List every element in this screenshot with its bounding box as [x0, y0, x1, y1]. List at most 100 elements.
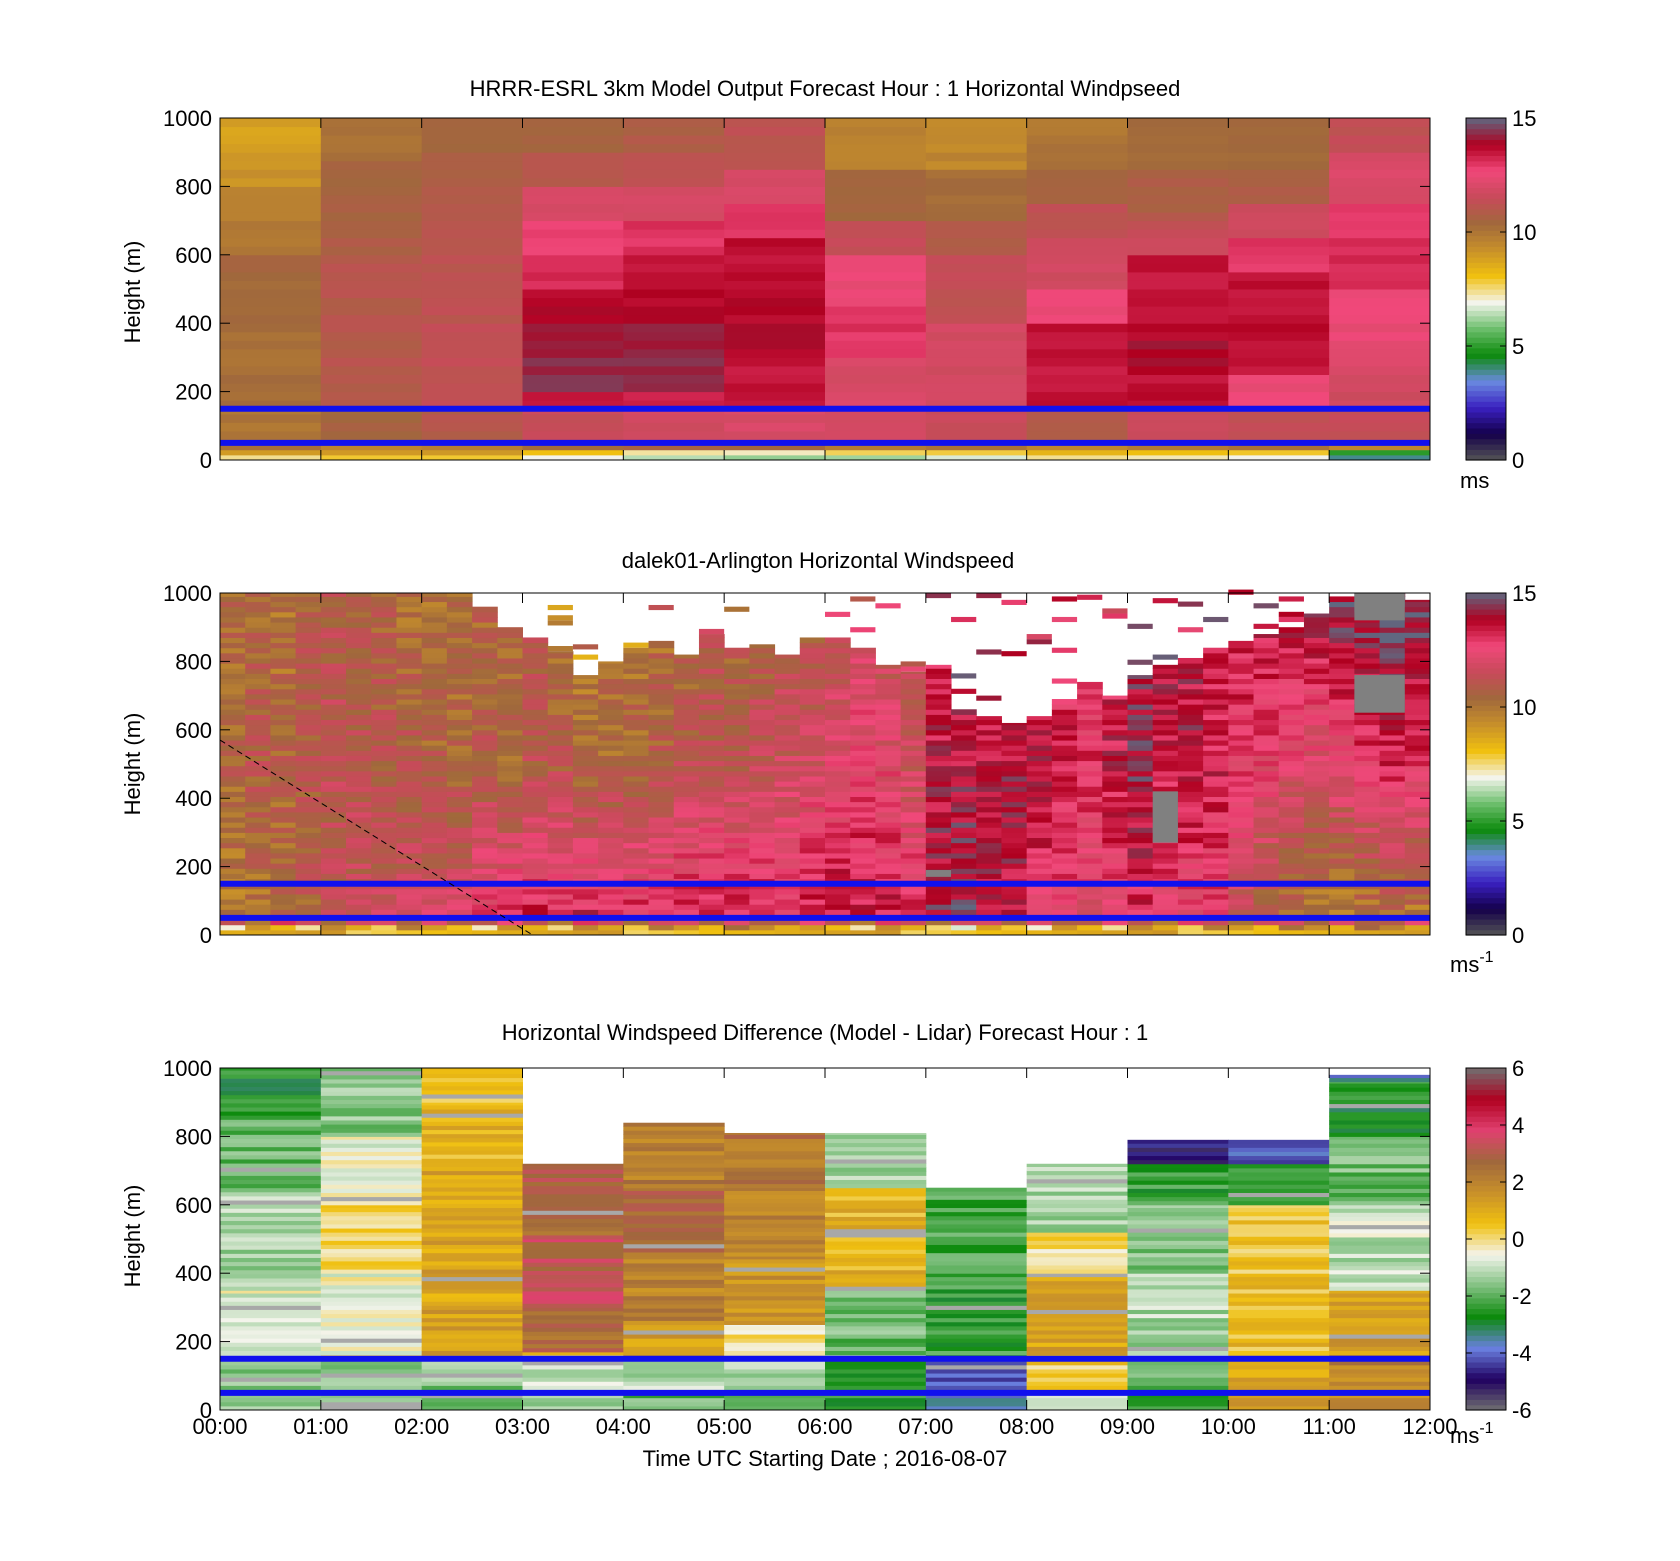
heatmap-cell	[1379, 847, 1406, 854]
heatmap-cell	[1379, 822, 1406, 828]
heatmap-cell	[245, 786, 271, 792]
heatmap-cell	[421, 1401, 523, 1407]
heatmap-cell	[825, 1277, 927, 1283]
x-tick-label: 04:00	[596, 1414, 651, 1439]
heatmap-cell	[245, 740, 271, 746]
heatmap-cell	[1329, 374, 1431, 384]
heatmap-cell	[472, 904, 498, 910]
heatmap-cell	[220, 837, 246, 844]
heatmap-cell	[825, 611, 851, 617]
heatmap-cell	[648, 678, 675, 685]
heatmap-cell	[648, 847, 675, 854]
heatmap-cell	[295, 811, 322, 818]
heatmap-cell	[522, 297, 624, 307]
heatmap-cell	[698, 822, 725, 828]
heatmap-cell	[1228, 673, 1255, 679]
heatmap-cell	[850, 734, 876, 741]
heatmap-cell	[976, 873, 1002, 880]
colorbar-swatch	[1466, 731, 1506, 738]
heatmap-cell	[825, 806, 851, 813]
heatmap-cell	[1278, 919, 1305, 926]
heatmap-cell	[371, 683, 397, 690]
heatmap-cell	[220, 1086, 322, 1092]
heatmap-cell	[522, 929, 549, 936]
heatmap-cell	[825, 357, 927, 367]
heatmap-cell	[1177, 734, 1204, 741]
colorbar-swatch	[1466, 619, 1506, 626]
heatmap-cell	[900, 909, 927, 915]
heatmap-cell	[1026, 177, 1128, 187]
heatmap-cell	[346, 760, 372, 767]
heatmap-cell	[673, 904, 700, 910]
heatmap-cell	[825, 254, 927, 264]
heatmap-cell	[1329, 806, 1355, 813]
heatmap-cell	[220, 1171, 322, 1176]
heatmap-cell	[1303, 909, 1330, 915]
heatmap-cell	[925, 1215, 1028, 1221]
heatmap-cell	[220, 601, 246, 608]
heatmap-cell	[673, 760, 700, 767]
heatmap-cell	[371, 832, 397, 839]
heatmap-cell	[245, 899, 271, 905]
colorbar-swatch	[1466, 267, 1506, 274]
heatmap-cell	[421, 1405, 523, 1411]
colorbar-frame	[1465, 117, 1507, 461]
heatmap-cell	[925, 413, 1028, 423]
heatmap-cell	[346, 806, 372, 813]
heatmap-cell	[1228, 391, 1330, 401]
heatmap-cell	[900, 683, 927, 690]
heatmap-cell	[421, 593, 448, 597]
heatmap-cell	[749, 673, 776, 679]
heatmap-cell	[1127, 765, 1154, 772]
heatmap-cell	[1329, 1350, 1431, 1356]
heatmap-cell	[522, 186, 624, 196]
heatmap-cell	[900, 786, 927, 792]
heatmap-cell	[825, 693, 851, 700]
heatmap-cell	[1354, 668, 1381, 674]
heatmap-cell	[295, 822, 322, 828]
colorbar-swatch	[1466, 182, 1506, 189]
heatmap-cell	[446, 775, 473, 782]
heatmap-cell	[925, 704, 952, 710]
heatmap-cell	[1329, 280, 1431, 290]
heatmap-cell	[698, 760, 725, 767]
heatmap-cell	[698, 673, 725, 679]
heatmap-cell	[1329, 1297, 1431, 1302]
colorbar-swatch	[1466, 1222, 1506, 1229]
heatmap-cell	[522, 1177, 624, 1183]
heatmap-cell	[925, 1195, 1028, 1200]
heatmap-cell	[1127, 1309, 1229, 1315]
heatmap-cell	[623, 271, 725, 281]
heatmap-cell	[850, 775, 876, 782]
heatmap-cell	[572, 827, 599, 833]
heatmap-cell	[220, 750, 246, 756]
heatmap-cell	[547, 704, 574, 710]
heatmap-cell	[1278, 760, 1305, 767]
colorbar-swatch	[1466, 603, 1506, 610]
heatmap-cell	[396, 858, 423, 864]
heatmap-cell	[1152, 873, 1179, 880]
heatmap-cell	[1228, 1360, 1330, 1366]
heatmap-cell	[825, 1373, 927, 1378]
heatmap-cell	[220, 246, 322, 256]
heatmap-cell	[270, 873, 297, 880]
heatmap-cell	[1127, 1228, 1229, 1233]
heatmap-cell	[320, 642, 347, 649]
heatmap-cell	[724, 1183, 826, 1189]
heatmap-cell	[320, 1385, 423, 1390]
heatmap-cell	[951, 740, 977, 746]
heatmap-cell	[1253, 745, 1280, 751]
heatmap-cell	[320, 1111, 423, 1117]
heatmap-cell	[925, 1280, 1028, 1286]
heatmap-cell	[1253, 634, 1280, 638]
heatmap-cell	[623, 203, 725, 213]
heatmap-cell	[220, 1381, 322, 1386]
heatmap-cell	[346, 652, 372, 659]
heatmap-cell	[522, 1185, 624, 1191]
heatmap-cell	[522, 1310, 624, 1316]
heatmap-cell	[320, 430, 423, 440]
heatmap-cell	[421, 1068, 523, 1070]
heatmap-cell	[799, 899, 826, 905]
heatmap-cell	[572, 678, 599, 685]
heatmap-cell	[1329, 765, 1355, 772]
